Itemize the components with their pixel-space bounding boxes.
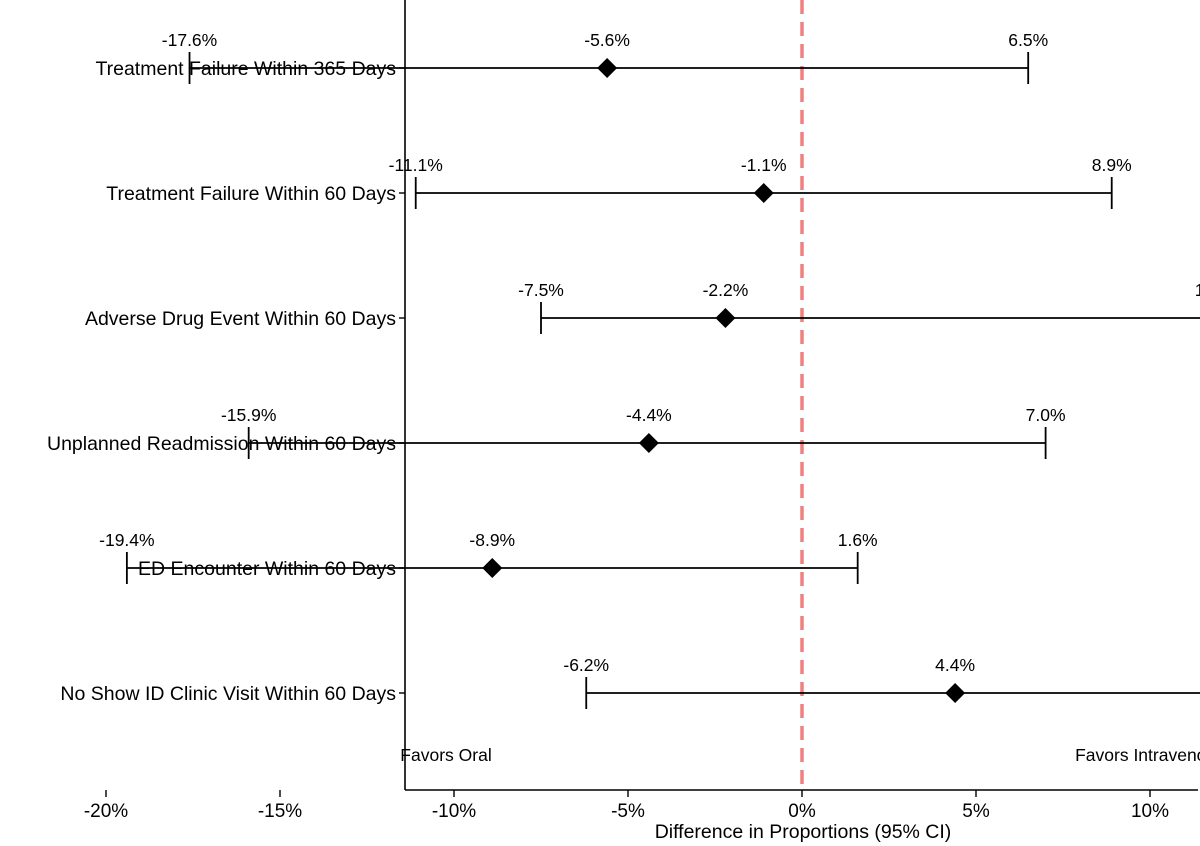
x-tick-label: -15% (258, 801, 302, 822)
estimate-label: -1.1% (741, 155, 787, 175)
x-tick-label: -10% (432, 801, 476, 822)
estimate-label: -2.2% (703, 280, 749, 300)
estimate-label: 4.4% (935, 655, 975, 675)
upper-ci-label: 12.0% (1195, 280, 1200, 300)
upper-ci-label: 6.5% (1008, 30, 1048, 50)
lower-ci-label: -19.4% (99, 530, 154, 550)
row-label: Adverse Drug Event Within 60 Days (85, 308, 396, 330)
rows: Treatment Failure Within 365 Days -17.6% -… (47, 30, 1200, 709)
x-tick-label: 0% (788, 801, 816, 822)
estimate-point (482, 558, 503, 578)
estimate-label: -5.6% (584, 30, 630, 50)
lower-ci-label: -7.5% (518, 280, 564, 300)
x-tick-label: 5% (962, 801, 990, 822)
row-label: Treatment Failure Within 365 Days (95, 58, 396, 80)
forest-row: ED Encounter Within 60 Days -19.4% -8.9% 1.… (99, 530, 878, 584)
favors-oral-label: Favors Oral (400, 745, 491, 765)
x-tick-label: 10% (1131, 801, 1169, 822)
row-label: Unplanned Readmission Within 60 Days (47, 433, 396, 455)
upper-ci-label: 7.0% (1026, 405, 1066, 425)
lower-ci-label: -15.9% (221, 405, 276, 425)
favors-intravenous-label: Favors Intravenous (1075, 745, 1200, 765)
estimate-point (945, 683, 966, 703)
lower-ci-label: -6.2% (563, 655, 609, 675)
forest-row: Treatment Failure Within 365 Days -17.6% -… (95, 30, 1048, 84)
upper-ci-label: 1.6% (838, 530, 878, 550)
estimate-point (597, 58, 618, 78)
favor-annotations: Favors Oral Favors Intravenous (400, 745, 1200, 765)
x-tick-label: -5% (611, 801, 645, 822)
estimate-label: -8.9% (469, 530, 515, 550)
forest-row: Treatment Failure Within 60 Days -11.1% -1… (106, 155, 1132, 209)
lower-ci-label: -11.1% (389, 155, 443, 175)
x-axis-title: Difference in Proportions (95% CI) (655, 821, 952, 843)
row-label: No Show ID Clinic Visit Within 60 Days (60, 683, 396, 705)
upper-ci-label: 8.9% (1092, 155, 1132, 175)
estimate-point (753, 183, 774, 203)
axes: -20%-15%-10%-5%0%5%10%15%20% (84, 0, 1198, 822)
row-label: Treatment Failure Within 60 Days (106, 183, 396, 205)
forest-row: Adverse Drug Event Within 60 Days -7.5% -2… (85, 280, 1200, 334)
estimate-point (638, 433, 659, 453)
x-tick-label: -20% (84, 801, 128, 822)
forest-row: No Show ID Clinic Visit Within 60 Days -6… (60, 655, 1200, 709)
lower-ci-label: -17.6% (162, 30, 217, 50)
estimate-point (715, 308, 736, 328)
forest-row: Unplanned Readmission Within 60 Days -15.… (47, 405, 1066, 459)
row-label: ED Encounter Within 60 Days (138, 558, 396, 580)
estimate-label: -4.4% (626, 405, 672, 425)
